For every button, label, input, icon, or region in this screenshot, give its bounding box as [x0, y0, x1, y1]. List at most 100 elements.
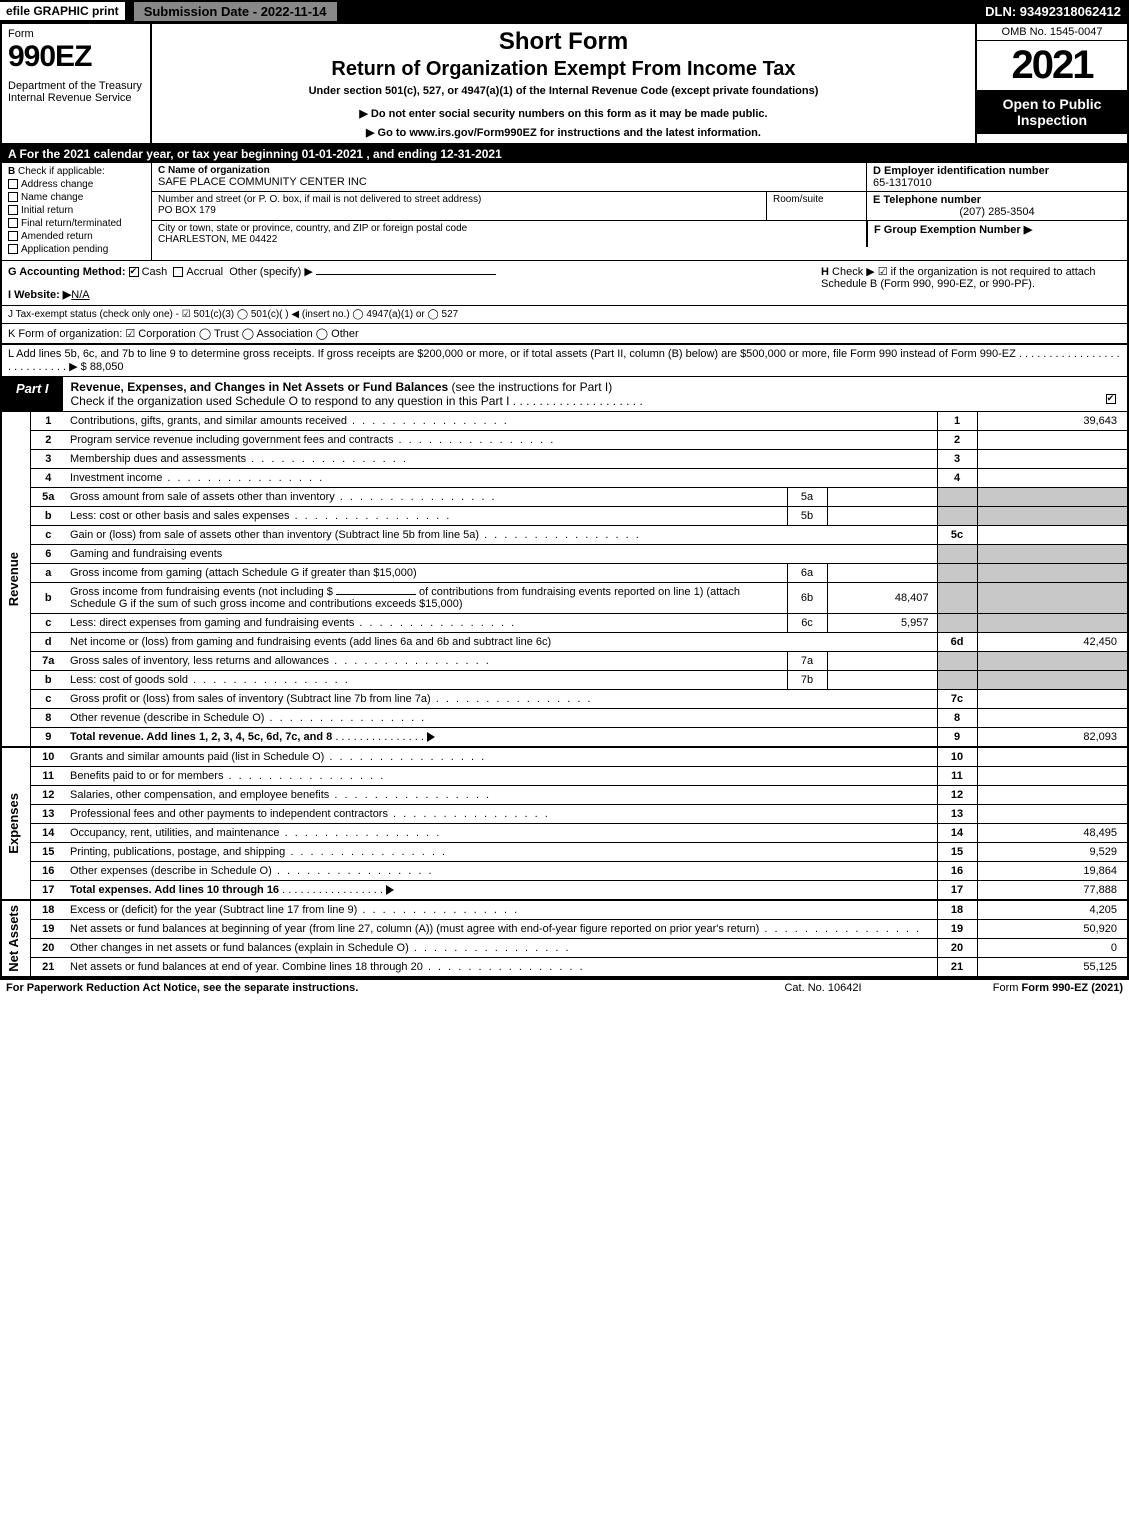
bv [827, 488, 937, 507]
line-19: 19Net assets or fund balances at beginni… [2, 920, 1127, 939]
chk-name-change[interactable]: Name change [8, 192, 145, 203]
ld: Salaries, other compensation, and employ… [66, 786, 937, 805]
line-13: 13Professional fees and other payments t… [2, 805, 1127, 824]
ln: 8 [30, 709, 66, 728]
arrow-icon [386, 885, 394, 895]
rn-grey [937, 507, 977, 526]
rv [977, 690, 1127, 709]
line-5b: bLess: cost or other basis and sales exp… [2, 507, 1127, 526]
chk-final-return[interactable]: Final return/terminated [8, 218, 145, 229]
row-city: City or town, state or province, country… [152, 221, 1127, 247]
ln: 20 [30, 939, 66, 958]
chk-address-change[interactable]: Address change [8, 179, 145, 190]
footer-left: For Paperwork Reduction Act Notice, see … [6, 982, 723, 994]
line-10: Expenses 10Grants and similar amounts pa… [2, 747, 1127, 767]
open-inspection-label: Open to Public Inspection [977, 90, 1127, 134]
website-value: N/A [71, 289, 89, 301]
rv [977, 747, 1127, 767]
row-l-gross-receipts: L Add lines 5b, 6c, and 7b to line 9 to … [2, 345, 1127, 377]
chk-label: Initial return [21, 205, 73, 216]
chk-amended-return[interactable]: Amended return [8, 231, 145, 242]
chk-accrual[interactable] [173, 267, 183, 277]
d1: Gross income from fundraising events (no… [70, 586, 333, 598]
accrual-label: Accrual [186, 266, 223, 278]
rn-grey [937, 614, 977, 633]
form-note2-text: ▶ Go to www.irs.gov/Form990EZ for instru… [366, 127, 761, 139]
ld: Professional fees and other payments to … [66, 805, 937, 824]
bl: 7b [787, 671, 827, 690]
rn: 6d [937, 633, 977, 652]
rv-grey [977, 671, 1127, 690]
phone-cell: E Telephone number (207) 285-3504 [867, 192, 1127, 220]
rv: 42,450 [977, 633, 1127, 652]
blank-field[interactable] [336, 594, 416, 595]
ld: Other changes in net assets or fund bala… [66, 939, 937, 958]
chk-label: Amended return [21, 231, 93, 242]
f-label: F Group Exemption Number ▶ [874, 223, 1121, 236]
chk-application-pending[interactable]: Application pending [8, 244, 145, 255]
g-label: G Accounting Method: [8, 266, 126, 278]
part1-checkbox[interactable] [1097, 377, 1127, 411]
line-16: 16Other expenses (describe in Schedule O… [2, 862, 1127, 881]
line-7b: bLess: cost of goods sold7b [2, 671, 1127, 690]
ld-bold: Total expenses. Add lines 10 through 16 [70, 884, 279, 896]
form-word: Form [8, 28, 144, 40]
line-7c: cGross profit or (loss) from sales of in… [2, 690, 1127, 709]
bl: 7a [787, 652, 827, 671]
rv: 50,920 [977, 920, 1127, 939]
ld-bold: Total revenue. Add lines 1, 2, 3, 4, 5c,… [70, 731, 332, 743]
rv: 48,495 [977, 824, 1127, 843]
rv-grey [977, 614, 1127, 633]
row-g-left: G Accounting Method: Cash Accrual Other … [8, 265, 821, 301]
ln: c [30, 614, 66, 633]
header-left: Form 990EZ Department of the Treasury In… [2, 24, 152, 143]
chk-label: Final return/terminated [21, 218, 122, 229]
lines-table: Revenue 1 Contributions, gifts, grants, … [2, 412, 1127, 977]
rv: 0 [977, 939, 1127, 958]
ln: 2 [30, 431, 66, 450]
rv: 39,643 [977, 412, 1127, 431]
line-6b: b Gross income from fundraising events (… [2, 583, 1127, 614]
org-name: SAFE PLACE COMMUNITY CENTER INC [158, 176, 860, 188]
ln: 6 [30, 545, 66, 564]
side-expenses-label: Expenses [6, 793, 21, 854]
bl: 6b [787, 583, 827, 614]
h-text: Check ▶ ☑ if the organization is not req… [821, 266, 1096, 290]
rn-grey [937, 488, 977, 507]
rn: 11 [937, 767, 977, 786]
chk-label: Name change [21, 192, 83, 203]
rn: 4 [937, 469, 977, 488]
section-cde: C Name of organization SAFE PLACE COMMUN… [152, 163, 1127, 260]
bl: 5a [787, 488, 827, 507]
row-i: I Website: ▶N/A [8, 288, 821, 301]
bv [827, 652, 937, 671]
part1-tag: Part I [2, 377, 63, 411]
efile-label: efile GRAPHIC print [0, 2, 125, 20]
ld: Other revenue (describe in Schedule O) [66, 709, 937, 728]
ld: Net assets or fund balances at beginning… [66, 920, 937, 939]
form-note1: ▶ Do not enter social security numbers o… [160, 107, 967, 120]
line-14: 14Occupancy, rent, utilities, and mainte… [2, 824, 1127, 843]
chk-initial-return[interactable]: Initial return [8, 205, 145, 216]
ln: c [30, 526, 66, 545]
rn: 3 [937, 450, 977, 469]
ln: b [30, 671, 66, 690]
group-exemption-cell: F Group Exemption Number ▶ [867, 221, 1127, 247]
ld: Membership dues and assessments [66, 450, 937, 469]
chk-cash[interactable] [129, 267, 139, 277]
form-note2[interactable]: ▶ Go to www.irs.gov/Form990EZ for instru… [160, 126, 967, 139]
other-specify-field[interactable] [316, 274, 496, 275]
line-18: Net Assets 18Excess or (deficit) for the… [2, 900, 1127, 920]
rv [977, 450, 1127, 469]
footer-right-text: Form 990-EZ (2021) [1022, 982, 1123, 994]
ein-value: 65-1317010 [873, 177, 1121, 189]
ln: 1 [30, 412, 66, 431]
room-label: Room/suite [773, 194, 860, 205]
org-name-cell: C Name of organization SAFE PLACE COMMUN… [152, 163, 867, 192]
part1-title: Revenue, Expenses, and Changes in Net As… [63, 377, 1097, 411]
bv [827, 507, 937, 526]
rv: 19,864 [977, 862, 1127, 881]
rv [977, 786, 1127, 805]
ln: 15 [30, 843, 66, 862]
rn: 1 [937, 412, 977, 431]
